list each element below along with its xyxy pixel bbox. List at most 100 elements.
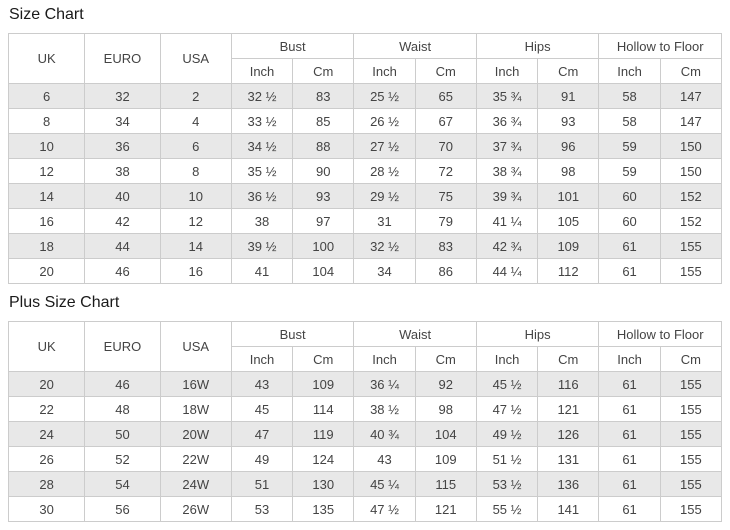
table-cell: 40 (84, 183, 161, 209)
table-cell: 141 (537, 496, 600, 522)
table-cell: 46 (84, 371, 161, 397)
table-cell: 49 (230, 446, 294, 472)
subheader-hollow-cm: Cm (659, 346, 723, 372)
table-cell: 28 ½ (353, 158, 416, 184)
table-row: 6 32 2 32 ½ 83 25 ½ 65 35 ¾ 91 58 147 (7, 83, 723, 109)
table-cell: 88 (292, 133, 355, 159)
table-cell: 147 (659, 83, 723, 109)
table-cell: 26 ½ (353, 108, 416, 134)
table-cell: 29 ½ (353, 183, 416, 209)
table-cell: 109 (292, 371, 355, 397)
header-uk: UK (7, 33, 86, 84)
table-cell: 59 (598, 158, 661, 184)
table-cell: 83 (292, 83, 355, 109)
table-cell: 100 (292, 233, 355, 259)
table-cell: 8 (159, 158, 232, 184)
table-row: 20 46 16W 43 109 36 ¼ 92 45 ½ 116 61 155 (7, 371, 723, 397)
table-cell: 14 (159, 233, 232, 259)
table-cell: 46 (84, 258, 161, 284)
table-cell: 60 (598, 208, 661, 234)
table-cell: 35 ½ (230, 158, 294, 184)
table-cell: 32 (84, 83, 161, 109)
header-usa: USA (159, 321, 232, 372)
table-cell: 14 (7, 183, 86, 209)
table-cell: 18W (159, 396, 232, 422)
table-cell: 155 (659, 396, 723, 422)
subheader-hips-cm: Cm (537, 58, 600, 84)
table-cell: 152 (659, 208, 723, 234)
size-chart-section: Size Chart UK EURO USA Bust Waist Hips H… (7, 6, 730, 284)
table-cell: 92 (414, 371, 477, 397)
plus-size-chart-section: Plus Size Chart UK EURO USA Bust Waist H… (7, 294, 730, 522)
table-cell: 61 (598, 496, 661, 522)
table-cell: 36 (84, 133, 161, 159)
table-cell: 36 ¾ (475, 108, 539, 134)
subheader-hollow-cm: Cm (659, 58, 723, 84)
table-cell: 6 (7, 83, 86, 109)
table-cell: 16 (7, 208, 86, 234)
table-cell: 155 (659, 421, 723, 447)
table-row: 12 38 8 35 ½ 90 28 ½ 72 38 ¾ 98 59 150 (7, 158, 723, 184)
subheader-waist-inch: Inch (353, 346, 416, 372)
subheader-waist-inch: Inch (353, 58, 416, 84)
table-cell: 105 (537, 208, 600, 234)
table-cell: 155 (659, 471, 723, 497)
table-cell: 98 (414, 396, 477, 422)
plus-size-chart-title: Plus Size Chart (9, 294, 120, 311)
table-cell: 10 (7, 133, 86, 159)
table-cell: 70 (414, 133, 477, 159)
table-cell: 93 (292, 183, 355, 209)
subheader-waist-cm: Cm (414, 346, 477, 372)
table-cell: 90 (292, 158, 355, 184)
table-cell: 45 (230, 396, 294, 422)
table-cell: 124 (292, 446, 355, 472)
table-row: 30 56 26W 53 135 47 ½ 121 55 ½ 141 61 155 (7, 496, 723, 522)
table-cell: 93 (537, 108, 600, 134)
table-cell: 43 (230, 371, 294, 397)
table-cell: 38 (84, 158, 161, 184)
table-row: 26 52 22W 49 124 43 109 51 ½ 131 61 155 (7, 446, 723, 472)
table-cell: 48 (84, 396, 161, 422)
table-cell: 41 ¼ (475, 208, 539, 234)
table-cell: 39 ½ (230, 233, 294, 259)
table-cell: 47 ½ (475, 396, 539, 422)
header-bust: Bust (230, 321, 355, 347)
table-cell: 30 (7, 496, 86, 522)
table-cell: 44 (84, 233, 161, 259)
table-cell: 53 ½ (475, 471, 539, 497)
subheader-bust-cm: Cm (292, 58, 355, 84)
table-cell: 22W (159, 446, 232, 472)
table-cell: 43 (353, 446, 416, 472)
table-cell: 38 ¾ (475, 158, 539, 184)
table-cell: 44 ¼ (475, 258, 539, 284)
header-hips: Hips (475, 321, 600, 347)
table-cell: 61 (598, 396, 661, 422)
table-cell: 32 ½ (353, 233, 416, 259)
table-cell: 4 (159, 108, 232, 134)
table-cell: 10 (159, 183, 232, 209)
table-cell: 61 (598, 446, 661, 472)
size-chart-title: Size Chart (9, 6, 84, 23)
table-cell: 49 ½ (475, 421, 539, 447)
subheader-bust-inch: Inch (230, 58, 294, 84)
table-cell: 38 (230, 208, 294, 234)
subheader-hollow-inch: Inch (598, 346, 661, 372)
size-chart-table: UK EURO USA Bust Waist Hips Hollow to Fl… (7, 33, 723, 284)
table-cell: 152 (659, 183, 723, 209)
size-chart-body: 6 32 2 32 ½ 83 25 ½ 65 35 ¾ 91 58 147 8 34 4 33 ½ 85 26 … (7, 83, 723, 284)
table-cell: 36 ½ (230, 183, 294, 209)
table-cell: 86 (414, 258, 477, 284)
table-row: 28 54 24W 51 130 45 ¼ 115 53 ½ 136 61 155 (7, 471, 723, 497)
table-cell: 31 (353, 208, 416, 234)
table-cell: 16W (159, 371, 232, 397)
table-cell: 37 ¾ (475, 133, 539, 159)
table-cell: 59 (598, 133, 661, 159)
table-cell: 6 (159, 133, 232, 159)
table-cell: 36 ¼ (353, 371, 416, 397)
table-cell: 61 (598, 371, 661, 397)
table-cell: 20 (7, 371, 86, 397)
table-cell: 16 (159, 258, 232, 284)
table-row: 10 36 6 34 ½ 88 27 ½ 70 37 ¾ 96 59 150 (7, 133, 723, 159)
table-row: 16 42 12 38 97 31 79 41 ¼ 105 60 152 (7, 208, 723, 234)
header-hollow-to-floor: Hollow to Floor (598, 33, 722, 59)
